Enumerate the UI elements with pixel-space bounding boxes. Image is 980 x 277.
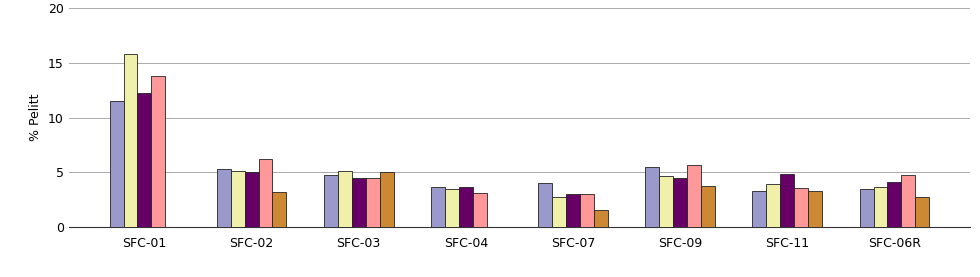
Bar [538, 183, 552, 227]
Bar [566, 194, 580, 227]
Bar [915, 196, 929, 227]
Bar [137, 93, 151, 227]
Bar [217, 169, 230, 227]
Bar [352, 178, 366, 227]
Bar [472, 193, 487, 227]
Bar [687, 165, 701, 227]
Bar [594, 210, 608, 227]
Bar [753, 191, 766, 227]
Bar [780, 173, 794, 227]
Bar [580, 194, 594, 227]
Bar [902, 175, 915, 227]
Bar [873, 187, 888, 227]
Bar [272, 192, 286, 227]
Bar [673, 178, 687, 227]
Bar [701, 186, 715, 227]
Bar [379, 172, 394, 227]
Y-axis label: % Pelitt: % Pelitt [29, 94, 42, 142]
Bar [859, 189, 873, 227]
Bar [794, 188, 808, 227]
Bar [808, 191, 822, 227]
Bar [366, 178, 379, 227]
Bar [645, 167, 660, 227]
Bar [151, 76, 166, 227]
Bar [110, 101, 123, 227]
Bar [259, 159, 272, 227]
Bar [431, 187, 445, 227]
Bar [323, 175, 338, 227]
Bar [338, 171, 352, 227]
Bar [459, 187, 472, 227]
Bar [660, 176, 673, 227]
Bar [230, 171, 245, 227]
Bar [245, 172, 259, 227]
Bar [888, 182, 902, 227]
Bar [445, 189, 459, 227]
Bar [766, 184, 780, 227]
Bar [123, 54, 137, 227]
Bar [552, 196, 566, 227]
